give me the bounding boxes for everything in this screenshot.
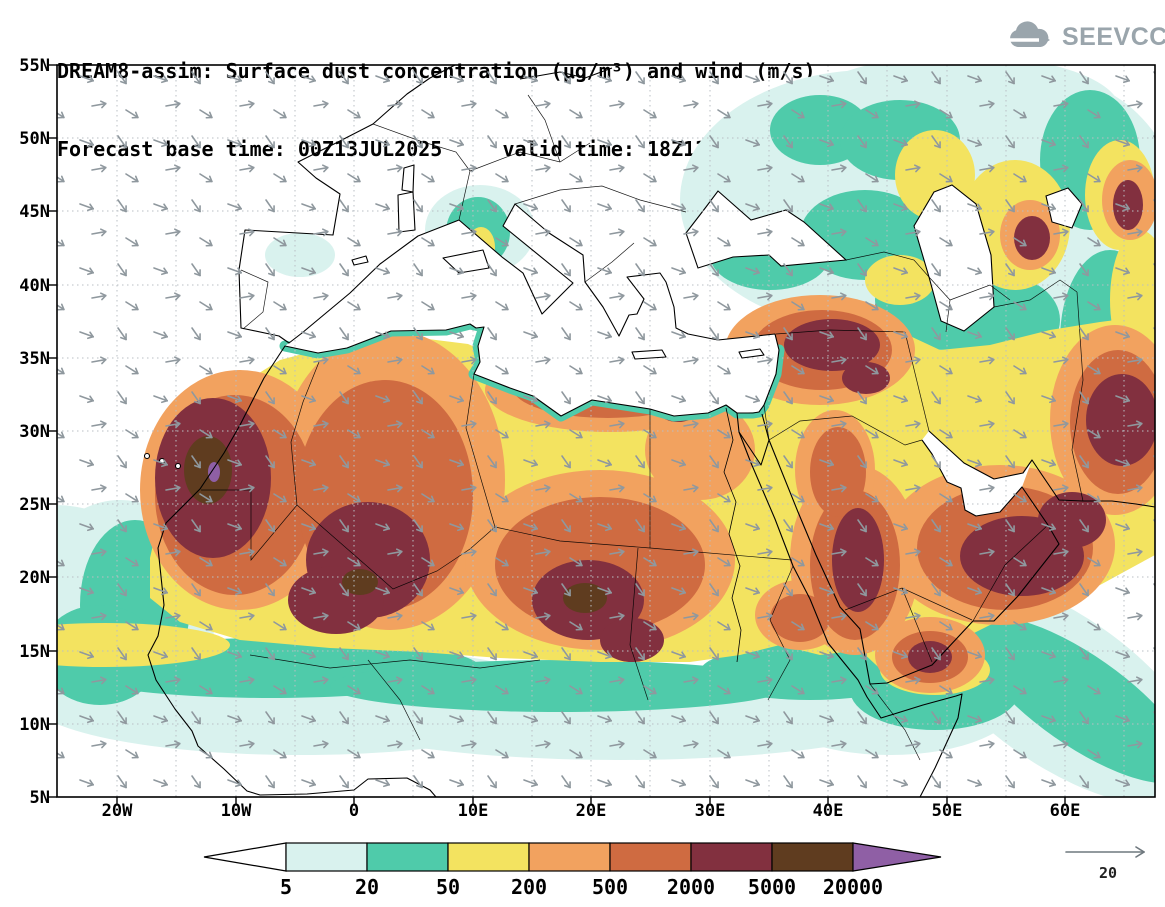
colorbar-min-arrow bbox=[203, 842, 287, 872]
colorbar-swatch-20-50 bbox=[366, 842, 449, 872]
lat-tick-label: 15N bbox=[19, 642, 50, 662]
axis-ticks bbox=[49, 64, 1066, 805]
colorbar-tick-label: 2000 bbox=[667, 875, 715, 899]
logo-text: SEEVCCC bbox=[1062, 22, 1165, 51]
lat-tick-label: 30N bbox=[19, 422, 50, 442]
colorbar-swatch-5000-20000 bbox=[771, 842, 854, 872]
colorbar-swatch-2000-5000 bbox=[690, 842, 773, 872]
colorbar-swatch-50-200 bbox=[447, 842, 530, 872]
lat-tick-label: 55N bbox=[19, 56, 50, 76]
colorbar-swatch-200-500 bbox=[528, 842, 611, 872]
lat-tick-label: 40N bbox=[19, 276, 50, 296]
wind-vectors bbox=[57, 65, 1155, 797]
wind-reference-arrow bbox=[1065, 846, 1145, 858]
lon-tick-label: 20E bbox=[575, 801, 607, 821]
lat-tick-label: 5N bbox=[29, 788, 50, 808]
lon-tick-label: 20W bbox=[101, 801, 133, 821]
wind-reference-value: 20 bbox=[1099, 864, 1117, 882]
colorbar-swatch-5-20 bbox=[285, 842, 368, 872]
lon-tick-label: 10W bbox=[220, 801, 252, 821]
colorbar-tick-label: 20 bbox=[355, 875, 379, 899]
lon-tick-label: 30E bbox=[694, 801, 726, 821]
lat-tick-label: 35N bbox=[19, 349, 50, 369]
lon-tick-label: 10E bbox=[457, 801, 489, 821]
lat-tick-label: 10N bbox=[19, 715, 50, 735]
colorbar-tick-label: 5 bbox=[280, 875, 292, 899]
colorbar-legend: 5 20 50 200 500 2000 5000 20000 bbox=[203, 842, 942, 899]
colorbar-tick-label: 500 bbox=[592, 875, 628, 899]
lat-tick-label: 20N bbox=[19, 568, 50, 588]
seevccc-logo: SEEVCCC bbox=[1003, 20, 1165, 54]
colorbar-tick-label: 200 bbox=[511, 875, 547, 899]
lat-tick-label: 45N bbox=[19, 202, 50, 222]
lon-tick-label: 0 bbox=[348, 801, 360, 821]
colorbar-tick-label: 5000 bbox=[748, 875, 796, 899]
lon-tick-label: 40E bbox=[812, 801, 844, 821]
colorbar-max-arrow bbox=[852, 842, 942, 872]
cloud-arrow-icon bbox=[1010, 21, 1050, 47]
lat-tick-label: 25N bbox=[19, 495, 50, 515]
lat-tick-label: 50N bbox=[19, 129, 50, 149]
colorbar-tick-label: 20000 bbox=[823, 875, 883, 899]
lon-tick-label: 50E bbox=[931, 801, 963, 821]
colorbar-tick-label: 50 bbox=[436, 875, 460, 899]
wind-reference: 20 bbox=[1065, 846, 1145, 882]
lon-tick-label: 60E bbox=[1049, 801, 1081, 821]
colorbar-swatch-500-2000 bbox=[609, 842, 692, 872]
